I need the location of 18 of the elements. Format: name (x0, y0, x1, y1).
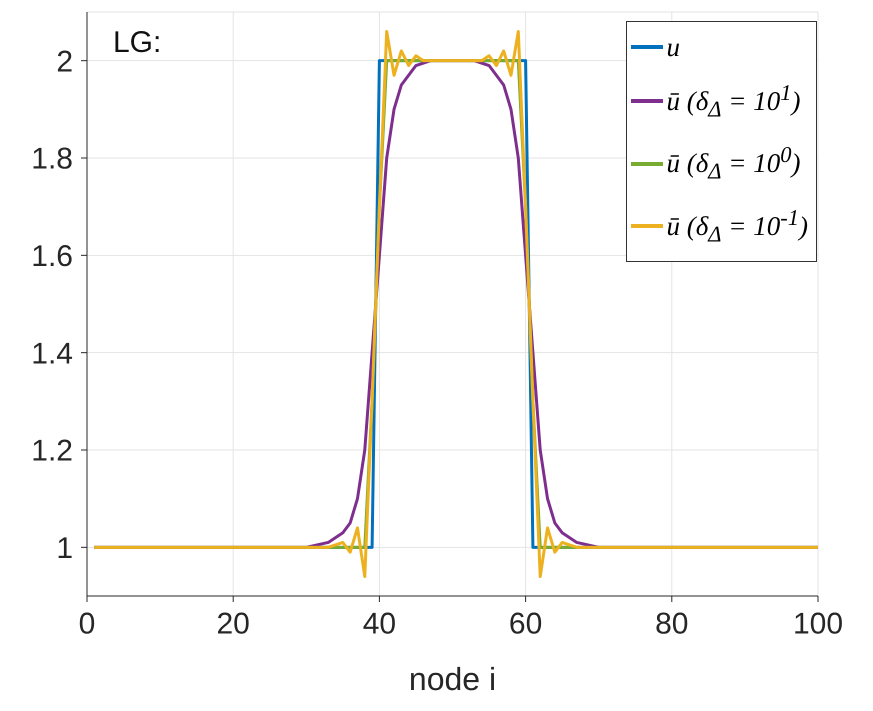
y-tick-label: 1.2 (31, 434, 73, 468)
x-tick-label: 0 (78, 607, 96, 640)
legend-label: u (666, 31, 680, 64)
y-tick-label: 1.8 (31, 142, 73, 176)
y-tick-label: 1.4 (31, 337, 73, 370)
y-tick-label: 1 (56, 532, 73, 565)
x-tick-label: 60 (508, 607, 542, 640)
legend-label: ū (δ$_{Δ}$ = 10$^{-1}$) (666, 204, 808, 248)
x-tick-label: 40 (362, 607, 396, 640)
annotation: LG: (113, 26, 162, 60)
x-tick-label: 80 (655, 607, 688, 640)
x-tick-label: 100 (792, 607, 844, 640)
y-tick-label: 2 (56, 45, 73, 78)
x-tick-label: 20 (216, 607, 250, 640)
legend-label: ū (δ$_{Δ}$ = 10$^{0}$) (666, 141, 800, 186)
x-axis-title: node i (408, 661, 496, 697)
legend-label: ū (δ$_{Δ}$ = 10$^{1}$) (666, 79, 800, 124)
y-tick-label: 1.6 (31, 240, 73, 273)
